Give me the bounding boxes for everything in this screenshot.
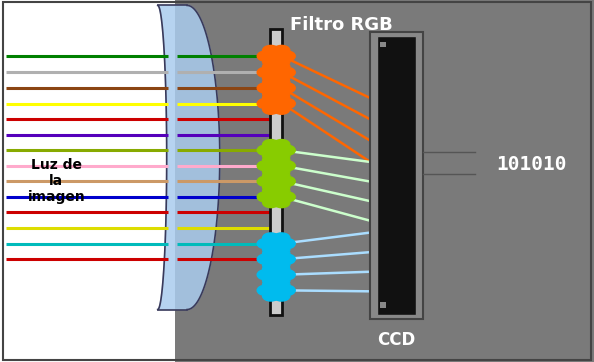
- Circle shape: [263, 89, 279, 99]
- Circle shape: [273, 171, 290, 181]
- Circle shape: [273, 57, 290, 67]
- FancyBboxPatch shape: [377, 36, 416, 315]
- Circle shape: [279, 67, 295, 77]
- Circle shape: [273, 151, 290, 161]
- Circle shape: [279, 192, 295, 202]
- Circle shape: [263, 139, 279, 150]
- Circle shape: [273, 186, 290, 196]
- Circle shape: [273, 167, 290, 177]
- Circle shape: [273, 264, 290, 274]
- Circle shape: [263, 275, 279, 286]
- Circle shape: [273, 233, 290, 243]
- Circle shape: [263, 248, 279, 258]
- Circle shape: [279, 161, 295, 171]
- Circle shape: [257, 161, 274, 171]
- Circle shape: [273, 93, 290, 103]
- Circle shape: [263, 151, 279, 161]
- Circle shape: [263, 96, 289, 111]
- Circle shape: [263, 142, 289, 158]
- FancyBboxPatch shape: [370, 32, 423, 319]
- Circle shape: [273, 155, 290, 165]
- Circle shape: [257, 239, 274, 249]
- Circle shape: [279, 98, 295, 109]
- Circle shape: [263, 45, 279, 55]
- Polygon shape: [158, 5, 220, 310]
- Circle shape: [263, 186, 279, 196]
- Circle shape: [263, 57, 279, 67]
- Circle shape: [273, 275, 290, 286]
- Circle shape: [263, 189, 289, 205]
- Circle shape: [273, 260, 290, 270]
- Circle shape: [263, 167, 279, 177]
- Circle shape: [273, 73, 290, 83]
- Circle shape: [273, 77, 290, 87]
- Circle shape: [263, 64, 289, 80]
- Circle shape: [273, 89, 290, 99]
- Circle shape: [263, 279, 279, 290]
- FancyBboxPatch shape: [270, 29, 282, 315]
- Text: 101010: 101010: [497, 155, 567, 174]
- Circle shape: [263, 264, 279, 274]
- Circle shape: [263, 155, 279, 165]
- Text: Lente: Lente: [99, 27, 156, 45]
- Text: Filtro RGB: Filtro RGB: [290, 16, 393, 34]
- Circle shape: [257, 67, 274, 77]
- Circle shape: [257, 285, 274, 295]
- Circle shape: [263, 244, 279, 254]
- Circle shape: [273, 279, 290, 290]
- Circle shape: [279, 270, 295, 280]
- Circle shape: [279, 285, 295, 295]
- Circle shape: [273, 198, 290, 208]
- Circle shape: [257, 192, 274, 202]
- Circle shape: [257, 145, 274, 155]
- Circle shape: [257, 254, 274, 264]
- Circle shape: [273, 139, 290, 150]
- Circle shape: [263, 73, 279, 83]
- Circle shape: [263, 62, 279, 72]
- Circle shape: [263, 93, 279, 103]
- Circle shape: [257, 176, 274, 186]
- Circle shape: [263, 158, 289, 174]
- Circle shape: [273, 62, 290, 72]
- Circle shape: [263, 233, 279, 243]
- Circle shape: [263, 251, 289, 267]
- Circle shape: [263, 104, 279, 114]
- Circle shape: [279, 145, 295, 155]
- Text: Luz de
la
imagen: Luz de la imagen: [27, 158, 86, 204]
- Circle shape: [263, 198, 279, 208]
- Circle shape: [279, 51, 295, 61]
- Circle shape: [263, 173, 289, 189]
- Circle shape: [263, 236, 289, 252]
- Circle shape: [263, 77, 279, 87]
- Circle shape: [273, 291, 290, 301]
- Circle shape: [273, 45, 290, 55]
- Circle shape: [257, 51, 274, 61]
- Circle shape: [273, 248, 290, 258]
- FancyBboxPatch shape: [380, 302, 386, 308]
- Circle shape: [257, 270, 274, 280]
- Circle shape: [263, 267, 289, 283]
- Circle shape: [263, 182, 279, 192]
- Circle shape: [263, 48, 289, 64]
- FancyBboxPatch shape: [0, 0, 175, 362]
- FancyBboxPatch shape: [380, 42, 386, 47]
- Circle shape: [273, 104, 290, 114]
- Circle shape: [273, 182, 290, 192]
- Circle shape: [263, 291, 279, 301]
- Circle shape: [273, 244, 290, 254]
- Circle shape: [257, 83, 274, 93]
- Circle shape: [263, 171, 279, 181]
- Text: CCD: CCD: [377, 331, 415, 349]
- Circle shape: [279, 239, 295, 249]
- Circle shape: [263, 260, 279, 270]
- Circle shape: [279, 254, 295, 264]
- Circle shape: [279, 176, 295, 186]
- Circle shape: [279, 83, 295, 93]
- Circle shape: [263, 282, 289, 298]
- Circle shape: [263, 80, 289, 96]
- Circle shape: [257, 98, 274, 109]
